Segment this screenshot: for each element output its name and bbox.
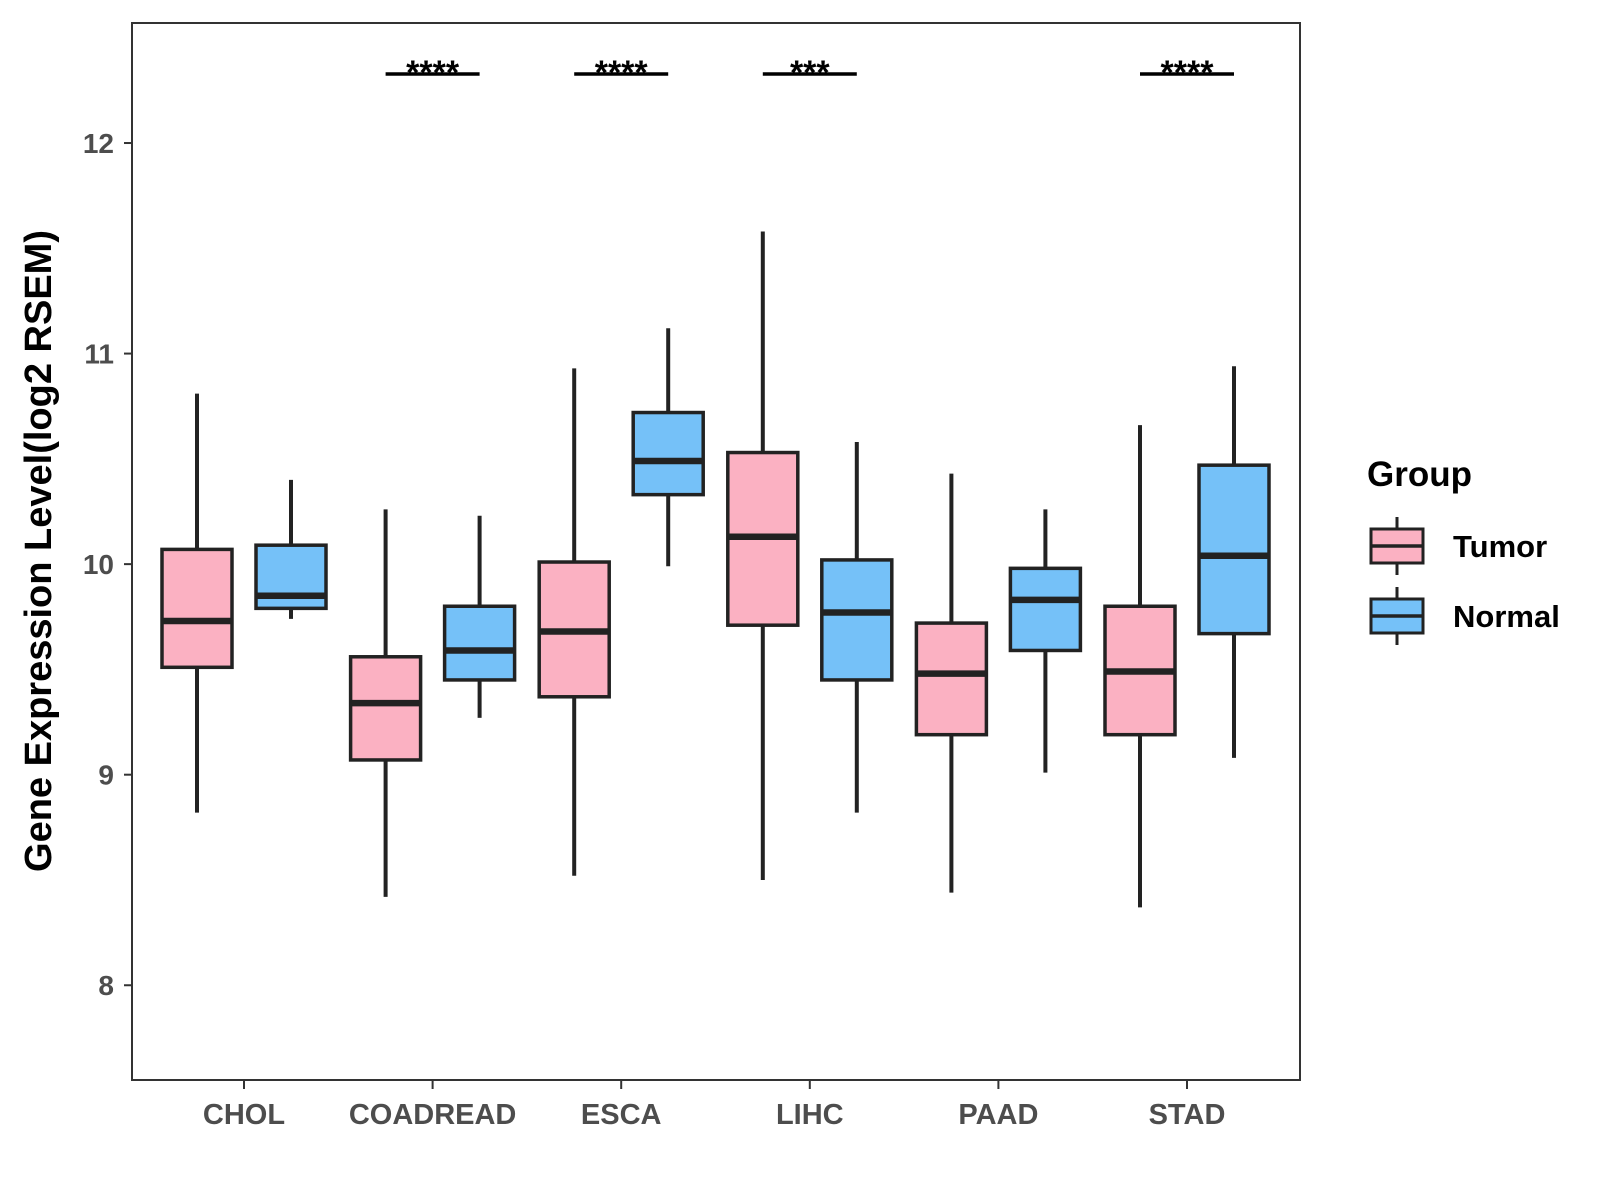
box-iqr [1197, 463, 1271, 636]
x-tick-label: STAD [1149, 1099, 1226, 1131]
y-tick-label: 11 [84, 339, 114, 370]
legend-item-normal: Normal [1369, 587, 1560, 645]
box-normal-stad [1197, 366, 1271, 758]
box-normal-esca [631, 328, 705, 567]
legend-title: Group [1367, 455, 1472, 494]
significance-label: **** [595, 54, 649, 92]
legend-label: Normal [1453, 599, 1560, 634]
box-iqr [1008, 566, 1083, 653]
box-tumor-paad [914, 473, 989, 893]
box-iqr [160, 547, 234, 670]
box-tumor-coadread [348, 509, 423, 897]
box-tumor-lihc [726, 231, 800, 880]
box-iqr [348, 655, 423, 762]
x-tick-label: CHOL [203, 1099, 285, 1131]
box-iqr [914, 621, 989, 737]
axis-layer: 8 9 10 11 12 CHOL COADREAD ESCA LIHC PAAD STAD [83, 128, 1226, 1131]
y-tick-label: 8 [98, 970, 114, 1001]
box-tumor-stad [1103, 425, 1177, 908]
y-tick-label: 12 [83, 128, 114, 159]
plot-panel-border [131, 22, 1301, 1081]
plot-layer: **** **** *** **** [160, 54, 1271, 908]
box-iqr [442, 604, 517, 682]
box-iqr [820, 558, 894, 682]
significance-label: **** [406, 54, 460, 92]
box-tumor-chol [160, 393, 234, 813]
legend-label: Tumor [1453, 529, 1547, 564]
x-tick-label: ESCA [581, 1099, 662, 1131]
legend-item-tumor: Tumor [1369, 517, 1547, 575]
legend: Group Tumor Normal [1367, 455, 1560, 645]
box-iqr [631, 410, 705, 497]
box-normal-coadread [442, 515, 517, 718]
x-tick-label: LIHC [776, 1099, 844, 1131]
y-tick-label: 10 [83, 549, 114, 580]
box-tumor-esca [537, 368, 611, 876]
x-tick-label: PAAD [958, 1099, 1038, 1131]
y-axis-title: Gene Expression Level(log2 RSEM) [18, 230, 60, 872]
significance-label: **** [1161, 54, 1215, 92]
x-tick-label: COADREAD [349, 1099, 517, 1131]
y-tick-label: 9 [98, 760, 114, 791]
box-normal-chol [254, 479, 328, 619]
box-normal-lihc [820, 442, 894, 813]
significance-label: *** [790, 54, 830, 92]
box-normal-paad [1008, 509, 1083, 773]
